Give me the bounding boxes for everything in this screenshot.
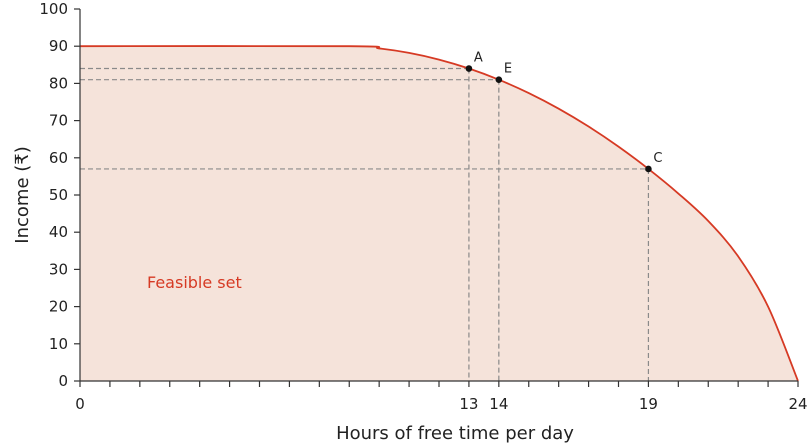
point-e xyxy=(495,76,503,83)
y-tick-label-10: 10 xyxy=(49,335,68,353)
point-c xyxy=(645,165,652,173)
point-a xyxy=(465,65,473,72)
y-tick-label-30: 30 xyxy=(49,260,68,278)
x-axis-title: Hours of free time per day xyxy=(336,423,574,444)
feasible-set-area xyxy=(80,46,798,381)
plot-area xyxy=(79,45,799,382)
y-tick-label-80: 80 xyxy=(49,74,68,92)
y-tick-label-60: 60 xyxy=(49,149,68,167)
x-tick-label-0: 0 xyxy=(75,395,85,413)
feasible-frontier-line xyxy=(79,45,799,382)
y-tick-label-40: 40 xyxy=(49,223,68,241)
y-tick-label-100: 100 xyxy=(39,0,68,18)
axes xyxy=(74,8,799,387)
x-tick-label-13: 13 xyxy=(459,395,478,413)
point-label-e: E xyxy=(504,62,512,77)
y-tick-label-90: 90 xyxy=(49,37,68,55)
y-tick-label-0: 0 xyxy=(58,372,68,390)
y-tick-label-50: 50 xyxy=(49,186,68,204)
y-tick-label-20: 20 xyxy=(49,298,68,316)
y-tick-label-70: 70 xyxy=(49,112,68,130)
point-label-a: A xyxy=(474,51,483,66)
x-tick-label-19: 19 xyxy=(639,395,658,413)
y-axis-title: Income (₹) xyxy=(12,146,33,243)
point-label-c: C xyxy=(653,151,662,166)
x-tick-label-14: 14 xyxy=(489,395,508,413)
chart-labels: A E C 0 10 20 30 40 50 60 70 80 90 100 0 13 14 19 24 Hours … xyxy=(12,0,808,444)
x-tick-label-24: 24 xyxy=(788,395,807,413)
feasible-set-label: Feasible set xyxy=(147,273,242,292)
